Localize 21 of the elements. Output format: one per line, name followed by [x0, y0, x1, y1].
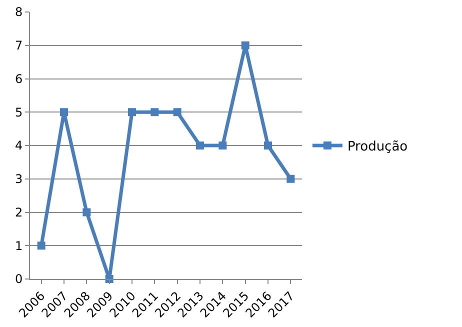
- y-tick-label: 8: [14, 5, 23, 20]
- y-tick-label: 1: [14, 238, 23, 253]
- legend-label: Produção: [347, 140, 408, 155]
- point: [150, 108, 159, 116]
- y-tick-label: 5: [14, 105, 23, 120]
- point: [196, 142, 204, 150]
- y-tick-label: 0: [14, 272, 23, 286]
- point: [241, 41, 250, 50]
- point: [60, 108, 68, 116]
- y-tick-label: 3: [14, 172, 23, 186]
- point: [82, 208, 91, 216]
- point: [173, 108, 182, 116]
- y-tick-label: 7: [14, 38, 23, 53]
- y-tick-label: 2: [14, 205, 23, 220]
- point: [264, 142, 272, 150]
- point: [218, 142, 227, 150]
- y-tick-label: 6: [14, 72, 23, 86]
- point: [286, 174, 295, 183]
- point: [37, 242, 46, 250]
- point: [128, 108, 136, 116]
- y-tick-label: 4: [14, 138, 23, 153]
